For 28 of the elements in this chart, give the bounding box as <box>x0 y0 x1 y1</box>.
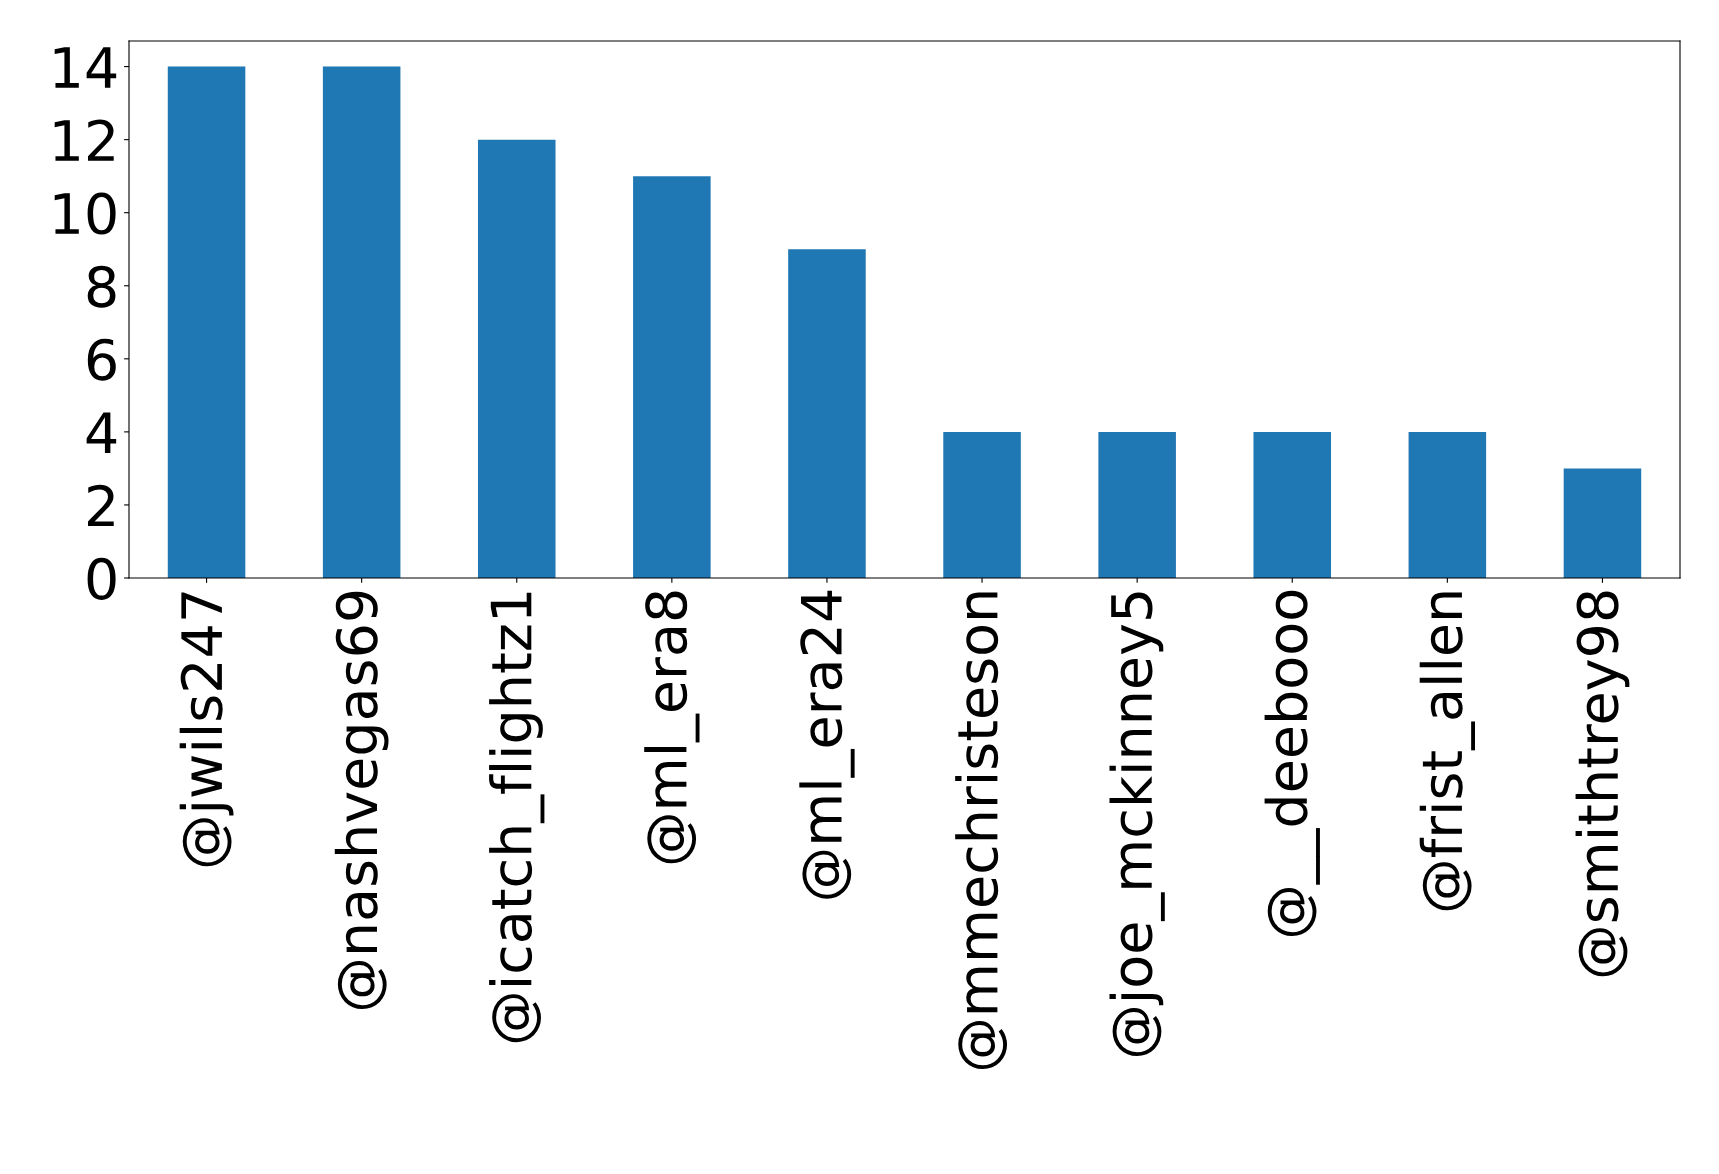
bar <box>943 431 1021 578</box>
x-tick-label: @nashvegas69 <box>334 591 389 1010</box>
bar <box>1563 468 1642 578</box>
bar <box>477 139 556 578</box>
x-tick-label: @__deebooo <box>1264 590 1320 937</box>
bar <box>1408 431 1487 578</box>
y-tick-label: 4 <box>86 412 117 453</box>
y-tick-label: 0 <box>87 557 116 600</box>
bar <box>322 66 401 578</box>
bar <box>788 249 866 578</box>
y-tick-label: 12 <box>54 119 114 161</box>
y-tick-label: 2 <box>88 484 114 527</box>
x-tick-label: @smithtrey98 <box>1575 591 1630 977</box>
bar <box>1098 431 1176 578</box>
bar <box>633 176 711 578</box>
x-tick-label: @frist_allen <box>1419 592 1476 911</box>
x-tick-label: @icatch_flightz1 <box>489 592 545 1043</box>
y-tick-label: 10 <box>54 192 116 235</box>
x-tick-label: @ml_era8 <box>644 591 700 864</box>
bar <box>1253 431 1332 578</box>
x-tick-label: @joe_mckinney5 <box>1109 592 1165 1057</box>
bar <box>167 66 246 578</box>
y-tick-label: 8 <box>87 265 116 308</box>
y-tick-label: 6 <box>87 338 116 381</box>
x-tick-label: @ml_era24 <box>799 590 855 899</box>
x-tick-label: @mmechristeson <box>955 592 1008 1070</box>
y-tick-label: 14 <box>54 47 117 88</box>
x-tick-label: @jwils247 <box>179 592 234 867</box>
